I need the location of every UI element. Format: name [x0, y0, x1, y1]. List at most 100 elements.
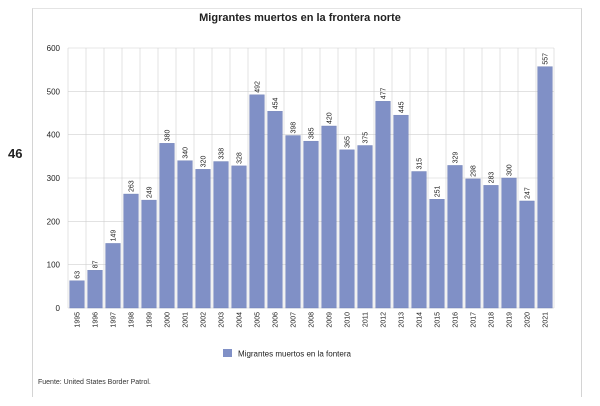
bar-value-label: 398 — [291, 122, 298, 134]
bar — [321, 125, 337, 309]
bar — [267, 111, 283, 309]
bar-value-label: 283 — [489, 172, 496, 184]
bar-value-label: 63 — [75, 271, 82, 279]
bar — [537, 66, 553, 309]
y-tick-label: 600 — [47, 44, 61, 53]
x-tick-label: 2006 — [273, 312, 280, 328]
y-tick-label: 300 — [47, 174, 61, 183]
x-tick-label: 2000 — [165, 312, 172, 328]
y-tick-label: 500 — [47, 87, 61, 96]
x-tick-label: 2001 — [183, 312, 190, 328]
bar-value-label: 375 — [363, 132, 370, 144]
bar-value-label: 328 — [237, 152, 244, 164]
bar-value-label: 329 — [453, 152, 460, 164]
bar-value-label: 247 — [525, 187, 532, 199]
bar-value-label: 338 — [219, 148, 226, 160]
x-tick-label: 2005 — [255, 312, 262, 328]
bar — [141, 199, 157, 309]
bar-value-label: 149 — [111, 230, 118, 242]
legend: Migrantes muertos en la fontera — [223, 349, 351, 359]
x-tick-label: 2015 — [435, 312, 442, 328]
bar — [375, 101, 391, 309]
bar-value-label: 454 — [273, 97, 280, 109]
x-tick-label: 2020 — [525, 312, 532, 328]
x-tick-label: 2002 — [201, 312, 208, 328]
bar-value-label: 87 — [93, 260, 100, 268]
bar — [339, 149, 355, 309]
x-tick-label: 2008 — [309, 312, 316, 328]
y-tick-label: 100 — [47, 261, 61, 270]
x-tick-label: 2018 — [489, 312, 496, 328]
y-tick-label: 0 — [56, 304, 61, 313]
chart-title: Migrantes muertos en la frontera norte — [199, 12, 401, 24]
bar — [393, 114, 409, 309]
bar — [87, 270, 103, 309]
x-tick-label: 2012 — [381, 312, 388, 328]
bar-value-label: 320 — [201, 156, 208, 168]
bar — [69, 280, 85, 309]
grid-lines — [67, 47, 555, 309]
bar — [159, 143, 175, 309]
x-tick-label: 2009 — [327, 312, 334, 328]
x-tick-label: 2019 — [507, 312, 514, 328]
x-tick-label: 1998 — [129, 312, 136, 328]
bar-value-label: 420 — [327, 112, 334, 124]
bar — [249, 94, 265, 309]
bar — [123, 193, 139, 309]
bar — [231, 165, 247, 309]
bar-value-label: 251 — [435, 185, 442, 197]
bar-value-label: 300 — [507, 164, 514, 176]
page-number: 46 — [8, 146, 23, 161]
bar — [285, 135, 301, 309]
x-tick-label: 2013 — [399, 312, 406, 328]
bar — [177, 160, 193, 309]
x-tick-label: 2017 — [471, 312, 478, 328]
bar-value-label: 298 — [471, 165, 478, 177]
bar — [303, 140, 319, 309]
x-tick-label: 2014 — [417, 312, 424, 328]
y-axis: 0 100 200 300 400 500 600 — [47, 44, 61, 313]
bar-value-label: 477 — [381, 88, 388, 100]
source-note: Fuente: United States Border Patrol. — [38, 379, 151, 386]
x-tick-label: 2010 — [345, 312, 352, 328]
y-tick-label: 200 — [47, 217, 61, 226]
bar — [195, 169, 211, 309]
bar — [411, 171, 427, 309]
x-tick-label: 2003 — [219, 312, 226, 328]
bar — [465, 178, 481, 309]
x-tick-label: 2011 — [363, 312, 370, 327]
x-tick-label: 2007 — [291, 312, 298, 328]
x-tick-label: 2016 — [453, 312, 460, 328]
bars: 63 87 149 263 249 380 340 320 338 328 492 454 398 385… — [69, 53, 553, 309]
x-tick-label: 1999 — [147, 312, 154, 328]
legend-label: Migrantes muertos en la fontera — [238, 350, 351, 359]
x-tick-label: 2004 — [237, 312, 244, 328]
bar — [213, 161, 229, 309]
x-axis: 1995 1996 1997 1998 1999 2000 2001 2002 2003 2004… — [75, 312, 550, 328]
bar-value-label: 365 — [345, 136, 352, 148]
bar-value-label: 557 — [543, 53, 550, 65]
bar — [447, 165, 463, 309]
bar-value-label: 492 — [255, 81, 262, 93]
bar — [357, 145, 373, 309]
bar-value-label: 315 — [417, 158, 424, 170]
bar-value-label: 445 — [399, 101, 406, 113]
page-frame — [32, 8, 582, 397]
bar-value-label: 380 — [165, 130, 172, 142]
x-tick-label: 1997 — [111, 312, 118, 328]
y-tick-label: 400 — [47, 131, 61, 140]
bar — [501, 177, 517, 309]
bar — [429, 199, 445, 309]
legend-swatch — [223, 349, 232, 357]
x-tick-label: 2021 — [543, 312, 550, 328]
bar-value-label: 385 — [309, 127, 316, 139]
bar-value-label: 249 — [147, 186, 154, 198]
bar-value-label: 263 — [129, 180, 136, 192]
x-tick-label: 1996 — [93, 312, 100, 328]
bar — [105, 243, 121, 309]
bar-value-label: 340 — [183, 147, 190, 159]
bar — [519, 200, 535, 309]
bar — [483, 185, 499, 309]
x-tick-label: 1995 — [75, 312, 82, 328]
